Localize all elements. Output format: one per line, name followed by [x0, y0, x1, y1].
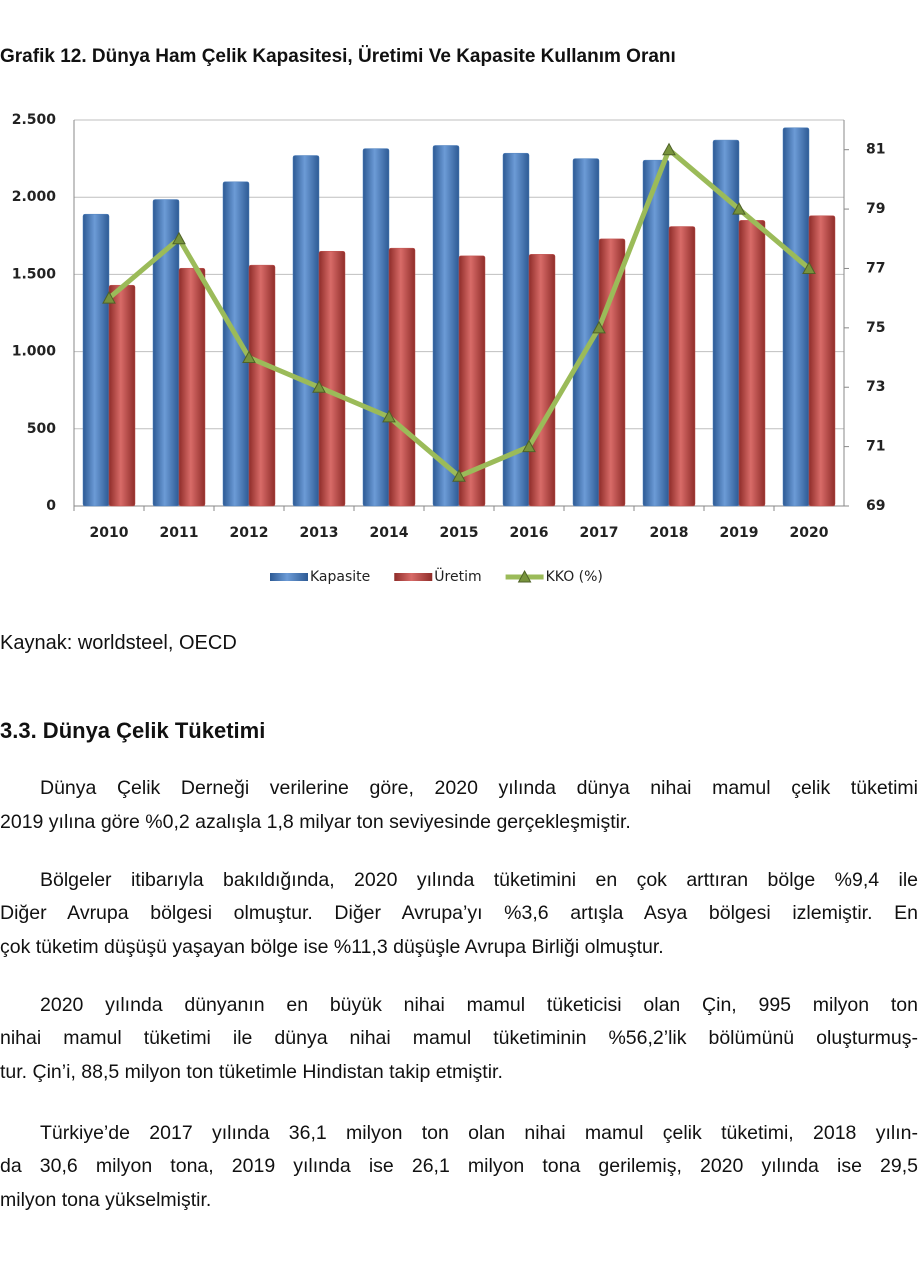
- bar: [388, 247, 416, 507]
- bar: [738, 220, 766, 507]
- marker: [522, 439, 536, 453]
- x-tick-label: 2020: [790, 525, 829, 541]
- y2-tick-label: 69: [866, 498, 885, 514]
- x-tick-label: 2014: [370, 525, 409, 541]
- y2-tick-label: 75: [866, 320, 885, 336]
- legend-swatch: [270, 573, 308, 581]
- y-tick-label: 1.500: [12, 266, 57, 282]
- y2-tick-label: 73: [866, 379, 885, 395]
- section-heading: 3.3. Dünya Çelik Tüketimi: [0, 718, 266, 743]
- bar: [598, 238, 626, 507]
- y2-tick-label: 77: [866, 260, 885, 276]
- marker: [102, 291, 116, 304]
- y2-tick-label: 79: [866, 201, 885, 217]
- x-tick-label: 2017: [580, 525, 619, 541]
- text-line: Dünya Çelik Derneği verilerine göre, 202…: [40, 777, 918, 799]
- x-tick-label: 2011: [160, 525, 199, 541]
- y-tick-label: 1.000: [12, 344, 57, 360]
- y-tick-label: 0: [46, 498, 56, 514]
- x-tick-label: 2019: [720, 525, 759, 541]
- marker: [662, 142, 676, 156]
- legend-label: Üretim: [434, 567, 481, 585]
- text-line: Diğer Avrupa bölgesi olmuştur. Diğer Avr…: [0, 902, 918, 924]
- x-tick-label: 2018: [650, 525, 689, 541]
- bar: [668, 226, 696, 507]
- bar: [362, 148, 390, 507]
- bar: [222, 181, 250, 507]
- text-line: da 30,6 milyon tona, 2019 yılında ise 26…: [0, 1155, 918, 1177]
- marker: [242, 350, 256, 364]
- y-tick-label: 500: [27, 421, 56, 437]
- marker: [312, 380, 326, 393]
- legend-swatch: [394, 573, 433, 581]
- y-tick-label: 2.000: [12, 189, 57, 205]
- y2-tick-label: 71: [866, 439, 885, 455]
- source: Kaynak: worldsteel, OECD: [0, 632, 237, 654]
- legend-label: Kapasite: [310, 569, 370, 585]
- chart: 0 500 1.000 1.500 2.000 2.500 69 71 73 75 77 79 81 20…: [12, 112, 886, 585]
- marker: [452, 469, 466, 482]
- text-line: 2020 yılında dünyanın en büyük nihai mam…: [40, 994, 918, 1016]
- legend-marker: [517, 569, 532, 583]
- bar: [108, 284, 136, 507]
- y-tick-label: 2.500: [12, 112, 57, 128]
- bar: [458, 255, 486, 507]
- bar: [782, 127, 810, 507]
- text-line: çok tüketim düşüşü yaşayan bölge ise %11…: [0, 936, 664, 958]
- bar: [432, 145, 460, 507]
- bar: [248, 264, 276, 507]
- legend-label: KKO (%): [546, 569, 603, 585]
- x-tick-label: 2012: [230, 525, 269, 541]
- x-tick-label: 2016: [510, 525, 549, 541]
- text-line: nihai mamul tüketimi ile dünya nihai mam…: [0, 1027, 918, 1049]
- bar: [178, 267, 206, 507]
- text-line: Türkiye’de 2017 yılında 36,1 milyon ton …: [40, 1122, 918, 1144]
- chart-title: Grafik 12. Dünya Ham Çelik Kapasitesi, Ü…: [0, 46, 676, 67]
- y2-tick-label: 81: [866, 142, 885, 158]
- text-line: Bölgeler itibarıyla bakıldığında, 2020 y…: [40, 869, 918, 891]
- x-tick-label: 2010: [90, 525, 129, 541]
- text-line: 2019 yılına göre %0,2 azalışla 1,8 milya…: [0, 811, 631, 833]
- marker: [592, 320, 606, 334]
- bar: [318, 250, 346, 507]
- marker: [732, 202, 746, 215]
- bar: [152, 199, 180, 507]
- bar: [808, 215, 836, 507]
- x-tick-label: 2015: [440, 525, 479, 541]
- text-line: milyon tona yükselmiştir.: [0, 1189, 212, 1211]
- marker: [802, 261, 816, 274]
- marker: [382, 409, 396, 423]
- bar: [292, 155, 320, 507]
- bar: [528, 254, 556, 507]
- bar: [82, 213, 110, 507]
- x-tick-label: 2013: [300, 525, 339, 541]
- marker: [172, 231, 186, 245]
- text-line: tur. Çin’i, 88,5 milyon ton tüketimle Hi…: [0, 1061, 503, 1083]
